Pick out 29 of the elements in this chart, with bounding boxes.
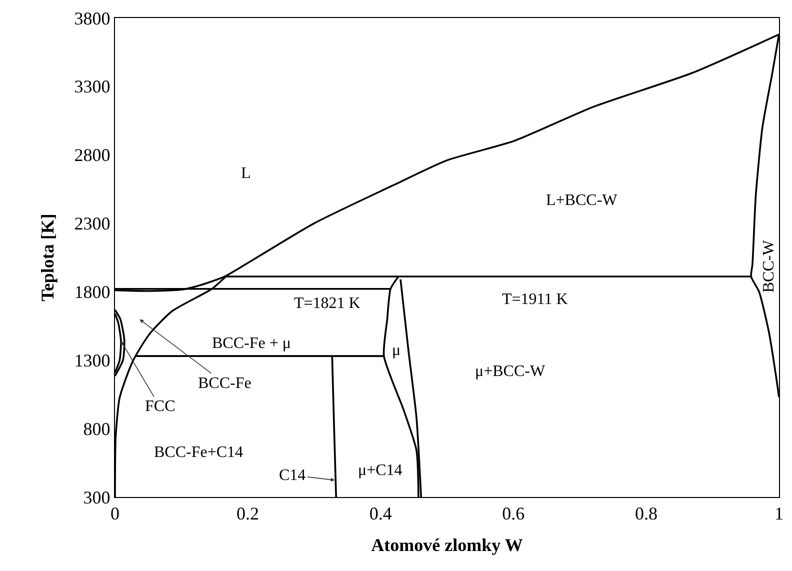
y-tick-label: 1300 — [74, 350, 110, 370]
annotation: L — [241, 165, 251, 182]
annotation: T=1821 K — [294, 295, 361, 312]
y-tick-label: 300 — [83, 487, 110, 508]
y-tick-label: 3300 — [74, 76, 110, 97]
annotation: T=1911 K — [502, 291, 568, 308]
x-axis-title: Atomové zlomky W — [371, 534, 523, 555]
annotation: μ — [392, 342, 401, 359]
annotation: C14 — [279, 467, 306, 484]
x-tick-label: 0.8 — [634, 504, 658, 524]
y-tick-label: 1800 — [74, 282, 110, 302]
y-tick-label: 2300 — [74, 214, 110, 234]
x-tick-label: 0.2 — [236, 504, 260, 524]
x-tick-label: 1 — [774, 504, 784, 524]
annotation: BCC-W — [760, 239, 778, 293]
annotation: μ+C14 — [358, 462, 402, 479]
annotation: BCC-Fe + μ — [212, 335, 291, 352]
y-tick-label: 2800 — [74, 145, 110, 166]
y-tick-label: 800 — [83, 418, 110, 439]
y-tick-label: 3800 — [74, 8, 110, 28]
annotation: L+BCC-W — [546, 192, 618, 209]
annotation: FCC — [145, 398, 176, 415]
annotation: BCC-Fe+C14 — [154, 444, 244, 461]
x-tick-label: 0 — [110, 504, 120, 524]
x-tick-label: 0.6 — [502, 504, 525, 524]
y-axis-title: Teplota [K] — [38, 214, 58, 302]
x-tick-label: 0.4 — [369, 504, 392, 524]
annotation: BCC-Fe — [198, 375, 252, 392]
annotation: μ+BCC-W — [475, 363, 546, 380]
